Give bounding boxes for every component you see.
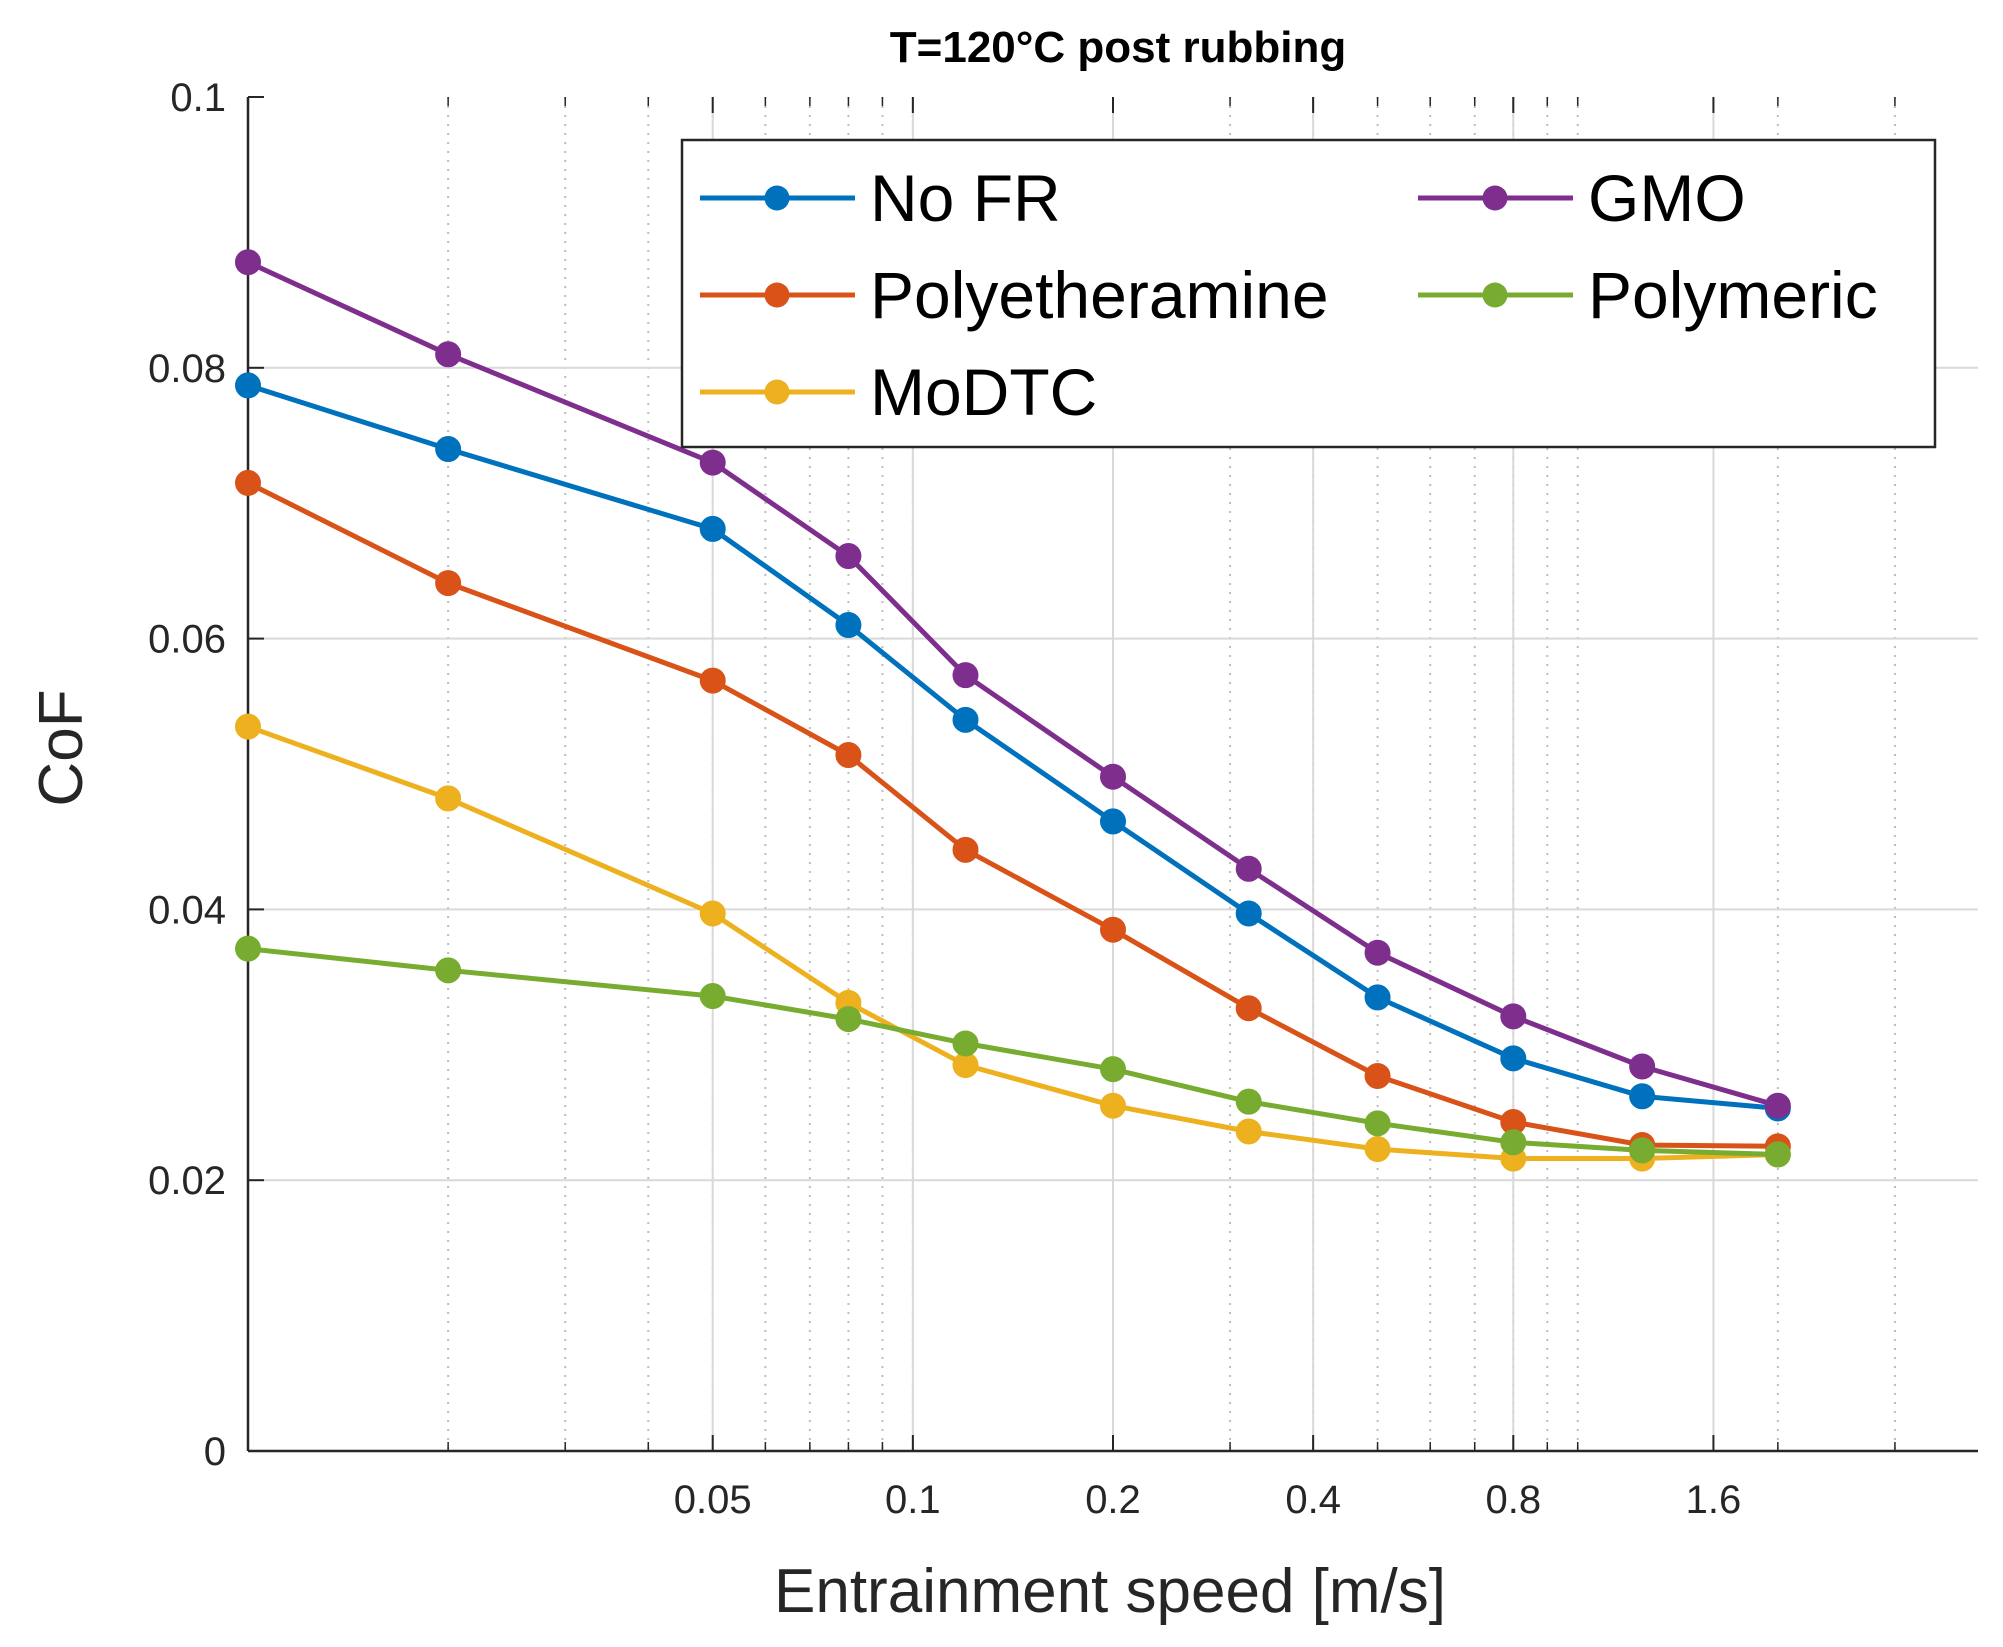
y-tick-label: 0.06 bbox=[148, 618, 226, 662]
data-point-gmo bbox=[1364, 939, 1391, 966]
data-point-polyetheramine bbox=[435, 570, 462, 597]
data-point-polyetheramine bbox=[1364, 1062, 1391, 1089]
data-point-polymeric bbox=[435, 957, 462, 984]
data-point-gmo bbox=[1629, 1053, 1656, 1080]
data-point-no-fr bbox=[1235, 900, 1262, 927]
legend-label-gmo: GMO bbox=[1588, 161, 1746, 235]
data-point-no-fr bbox=[835, 612, 862, 639]
data-point-modtc bbox=[699, 900, 726, 927]
data-point-no-fr bbox=[435, 436, 462, 463]
legend-label-polyetheramine: Polyetheramine bbox=[870, 258, 1329, 332]
x-tick-label: 0.2 bbox=[1085, 1478, 1141, 1522]
data-point-gmo bbox=[1500, 1003, 1527, 1030]
data-point-modtc bbox=[435, 785, 462, 812]
data-point-no-fr bbox=[1500, 1045, 1527, 1072]
x-tick-label: 1.6 bbox=[1686, 1478, 1742, 1522]
tick-labels: 0.05 0.1 0.2 0.4 0.8 1.6 0 0.02 0.04 0.06 0.08 0.1 bbox=[148, 76, 1741, 1522]
data-point-polymeric bbox=[835, 1006, 862, 1033]
series-polyetheramine bbox=[235, 469, 1791, 1160]
legend-item-polymeric: Polymeric bbox=[1418, 258, 1878, 332]
data-point-no-fr bbox=[699, 515, 726, 542]
data-point-no-fr bbox=[952, 706, 979, 733]
data-point-polyetheramine bbox=[1100, 916, 1126, 943]
legend-item-modtc: MoDTC bbox=[700, 355, 1097, 429]
data-point-polymeric bbox=[699, 983, 726, 1010]
data-point-gmo bbox=[835, 543, 862, 570]
data-point-gmo bbox=[1764, 1092, 1791, 1119]
data-point-no-fr bbox=[1364, 984, 1391, 1011]
data-point-polymeric bbox=[1500, 1129, 1527, 1156]
y-axis-label: CoF bbox=[27, 689, 96, 806]
data-point-modtc bbox=[1100, 1092, 1126, 1119]
legend: No FR Polyetheramine MoDTC GMO Polymeric bbox=[680, 138, 1937, 449]
data-point-gmo bbox=[235, 249, 261, 276]
legend-marker-polymeric bbox=[1482, 282, 1508, 308]
data-point-polyetheramine bbox=[235, 469, 261, 496]
legend-box bbox=[680, 138, 1937, 449]
x-tick-label: 0.4 bbox=[1285, 1478, 1341, 1522]
x-axis-label: Entrainment speed [m/s] bbox=[774, 1557, 1446, 1626]
data-series bbox=[235, 249, 1791, 1172]
data-point-modtc bbox=[1364, 1136, 1391, 1163]
y-tick-label: 0.08 bbox=[148, 347, 226, 391]
data-point-modtc bbox=[1235, 1118, 1262, 1145]
legend-item-gmo: GMO bbox=[1418, 161, 1746, 235]
data-point-polyetheramine bbox=[1235, 995, 1262, 1022]
data-point-polymeric bbox=[1235, 1088, 1262, 1115]
series-modtc bbox=[235, 713, 1791, 1172]
data-point-gmo bbox=[699, 449, 726, 476]
legend-marker-polyetheramine bbox=[764, 282, 790, 308]
data-point-polymeric bbox=[1364, 1110, 1391, 1137]
data-point-polyetheramine bbox=[699, 667, 726, 694]
data-point-polyetheramine bbox=[952, 836, 979, 863]
legend-marker-no-fr bbox=[764, 185, 790, 211]
data-point-gmo bbox=[1100, 763, 1126, 790]
legend-marker-modtc bbox=[764, 379, 790, 405]
data-point-no-fr bbox=[1100, 808, 1126, 835]
data-point-polymeric bbox=[952, 1030, 979, 1057]
legend-label-polymeric: Polymeric bbox=[1588, 258, 1878, 332]
legend-item-polyetheramine: Polyetheramine bbox=[700, 258, 1329, 332]
data-point-polyetheramine bbox=[835, 742, 862, 769]
data-point-polymeric bbox=[235, 935, 261, 962]
chart-title: T=120°C post rubbing bbox=[890, 23, 1346, 72]
data-point-gmo bbox=[1235, 855, 1262, 882]
series-polymeric bbox=[235, 935, 1791, 1168]
x-tick-label: 0.8 bbox=[1485, 1478, 1541, 1522]
y-tick-label: 0.1 bbox=[170, 76, 226, 120]
data-point-polymeric bbox=[1629, 1137, 1656, 1164]
data-point-no-fr bbox=[235, 372, 261, 399]
series-no-fr bbox=[235, 372, 1791, 1122]
data-point-modtc bbox=[235, 713, 261, 740]
data-point-gmo bbox=[435, 341, 462, 368]
y-tick-label: 0 bbox=[204, 1430, 226, 1474]
data-point-gmo bbox=[952, 662, 979, 689]
legend-marker-gmo bbox=[1482, 185, 1508, 211]
legend-item-no-fr: No FR bbox=[700, 161, 1061, 235]
axes bbox=[246, 96, 1978, 1453]
data-point-no-fr bbox=[1629, 1083, 1656, 1110]
series-gmo bbox=[235, 249, 1791, 1119]
y-tick-label: 0.02 bbox=[148, 1159, 226, 1203]
x-tick-label: 0.1 bbox=[885, 1478, 941, 1522]
x-tick-label: 0.05 bbox=[674, 1478, 752, 1522]
data-point-polymeric bbox=[1764, 1141, 1791, 1168]
legend-label-modtc: MoDTC bbox=[870, 355, 1097, 429]
data-point-polymeric bbox=[1100, 1056, 1126, 1083]
legend-label-no-fr: No FR bbox=[870, 161, 1061, 235]
y-tick-label: 0.04 bbox=[148, 888, 226, 932]
